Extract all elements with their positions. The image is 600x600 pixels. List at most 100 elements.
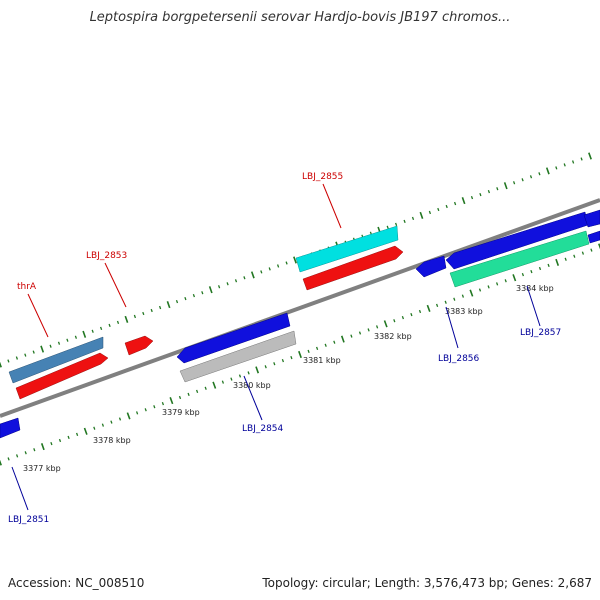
gene-lbj-2851[interactable] (0, 417, 21, 439)
tick-label-3377: 3377 kbp (23, 464, 61, 473)
gene-label-lbj-2857: LBJ_2857 (520, 328, 561, 338)
tick-mark (195, 389, 199, 394)
tick-mark (563, 163, 566, 167)
tick-mark (358, 331, 362, 335)
tick-mark (66, 338, 69, 342)
tick-mark (521, 272, 525, 277)
tick-mark (290, 355, 293, 360)
tick-mark (401, 315, 405, 320)
tick-mark (166, 301, 171, 309)
tick-mark (7, 359, 10, 363)
tick-mark (208, 286, 213, 294)
tick-mark (264, 365, 267, 369)
tick-mark (469, 289, 474, 297)
tick-mark (201, 291, 204, 295)
tick-mark (230, 377, 233, 381)
tick-mark (512, 274, 517, 282)
chromosome-backbone (0, 198, 600, 418)
gene-label-lbj-2851: LBJ_2851 (8, 515, 49, 525)
tick-mark (142, 311, 145, 316)
tick-mark (33, 448, 36, 452)
gene-reverse-blue-4[interactable] (587, 230, 600, 244)
tick-mark (324, 343, 327, 347)
tick-mark (0, 361, 2, 368)
tick-mark (547, 263, 550, 268)
gene-lbj-2857[interactable] (449, 230, 590, 288)
tick-mark (410, 312, 413, 317)
tick-mark (250, 271, 255, 279)
tick-mark (238, 374, 242, 378)
connector-thrA (27, 293, 49, 338)
tick-mark (428, 210, 432, 215)
tick-label-3384: 3384 kbp (516, 284, 554, 293)
gene-reverse-blue-3[interactable] (583, 209, 600, 228)
tick-mark (101, 423, 105, 427)
tick-mark (333, 340, 336, 344)
gene-reverse-blue-1[interactable] (176, 312, 291, 364)
tick-mark (273, 362, 276, 366)
reverse-tick-track (0, 243, 600, 466)
connector-lbj-2853 (104, 262, 127, 308)
tick-label-3382: 3382 kbp (374, 332, 412, 341)
tick-mark (50, 441, 53, 446)
tick-mark (24, 451, 27, 455)
gene-forward-red-1[interactable] (15, 352, 109, 400)
tick-mark (573, 254, 576, 258)
tick-mark (135, 411, 139, 415)
tick-mark (598, 243, 600, 250)
tick-mark (217, 285, 221, 289)
tick-mark (40, 345, 45, 353)
tick-mark (453, 201, 457, 206)
tick-mark (24, 353, 27, 357)
tick-mark (394, 222, 398, 227)
tick-mark (581, 251, 585, 255)
tick-mark (110, 420, 113, 424)
tick-label-3383: 3383 kbp (445, 307, 483, 316)
tick-mark (83, 427, 88, 435)
gene-lbj-2853[interactable] (124, 335, 154, 356)
gene-forward-red-2[interactable] (302, 245, 404, 291)
tick-mark (350, 334, 353, 338)
tick-mark (184, 296, 187, 301)
gene-thrA[interactable] (8, 336, 104, 384)
tick-mark (487, 189, 491, 194)
tick-mark (367, 328, 370, 332)
tick-mark (40, 443, 45, 451)
gene-lbj-2856[interactable] (415, 255, 447, 278)
tick-mark (108, 323, 111, 328)
tick-mark (57, 341, 61, 345)
connector-lbj-2856 (445, 306, 459, 349)
tick-mark (444, 300, 447, 304)
tick-mark (375, 325, 379, 329)
tick-mark (426, 304, 431, 312)
tick-mark (93, 426, 96, 430)
tick-mark (0, 459, 2, 466)
tick-mark (538, 266, 542, 271)
tick-mark (175, 299, 179, 304)
tick-mark (529, 175, 533, 179)
gene-lbj-2854[interactable] (179, 330, 297, 383)
tick-mark (503, 182, 508, 190)
tick-mark (538, 172, 541, 176)
tick-mark (169, 397, 174, 405)
connector-lbj-2857 (526, 285, 541, 327)
tick-mark (15, 454, 19, 458)
topology-summary: Topology: circular; Length: 3,576,473 bp… (262, 576, 592, 590)
tick-mark (124, 315, 129, 323)
gene-label-lbj-2855: LBJ_2855 (302, 172, 343, 182)
tick-mark (580, 157, 583, 161)
tick-mark (243, 276, 246, 280)
tick-mark (7, 457, 10, 461)
tick-mark (588, 152, 592, 160)
tick-mark (479, 192, 482, 197)
tick-mark (437, 207, 440, 212)
tick-mark (470, 195, 474, 200)
gene-thrA-2[interactable] (295, 225, 399, 273)
tick-mark (32, 350, 35, 354)
gene-label-lbj-2854: LBJ_2854 (242, 424, 284, 434)
tick-mark (118, 417, 122, 421)
tick-mark (234, 279, 238, 283)
tick-mark (307, 349, 310, 354)
tick-mark (564, 257, 567, 261)
tick-mark (204, 386, 207, 390)
